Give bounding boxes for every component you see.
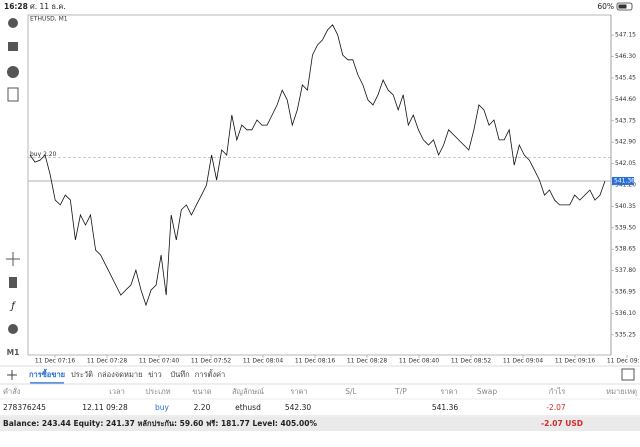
battery-fill bbox=[618, 4, 627, 9]
battery-icon bbox=[616, 2, 633, 11]
y-tick-label: 543.75 bbox=[615, 117, 636, 124]
x-tick-label: 11 Dec 07:40 bbox=[139, 358, 180, 365]
objects-icon[interactable] bbox=[8, 324, 18, 334]
cell-profit: -2.07 bbox=[546, 403, 566, 412]
y-tick-label: 537.80 bbox=[615, 267, 636, 274]
status-time: 16:28 bbox=[4, 2, 28, 11]
battery-level: 60% bbox=[597, 2, 614, 11]
x-tick-label: 11 Dec 08:52 bbox=[451, 358, 492, 365]
indicator-icon[interactable]: ƒ bbox=[9, 301, 16, 312]
x-tick-label: 11 Dec 08:28 bbox=[347, 358, 388, 365]
x-tick-label: 11 Dec 08:40 bbox=[399, 358, 440, 365]
trade-line-label: buy 2.20 bbox=[30, 151, 57, 158]
column-header: กำไร bbox=[549, 387, 566, 396]
chat-icon[interactable] bbox=[7, 66, 19, 78]
cell-symbol: ethusd bbox=[235, 403, 261, 412]
trade-icon[interactable] bbox=[8, 42, 18, 51]
add-button[interactable] bbox=[7, 370, 17, 380]
y-tick-label: 544.60 bbox=[615, 96, 636, 103]
layout-icon[interactable] bbox=[621, 368, 635, 381]
crosshair-icon[interactable] bbox=[6, 252, 20, 266]
y-tick-label: 540.35 bbox=[615, 203, 636, 210]
account-summary: Balance: 243.44 Equity: 241.37 หลักประกั… bbox=[3, 419, 317, 428]
column-header: Swap bbox=[477, 387, 497, 396]
column-header: คำสั่ง bbox=[3, 386, 21, 396]
y-tick-label: 541.20 bbox=[615, 182, 636, 189]
chart-type-icon[interactable] bbox=[9, 277, 17, 288]
column-header: เวลา bbox=[109, 387, 125, 396]
cell-time: 12.11 09:28 bbox=[82, 403, 128, 412]
column-header: S/L bbox=[345, 387, 357, 396]
chart-title: ETHUSD, M1 bbox=[30, 16, 68, 23]
column-header: ราคา bbox=[290, 387, 307, 396]
y-tick-label: 538.65 bbox=[615, 246, 636, 253]
x-tick-label: 11 Dec 07:16 bbox=[35, 358, 76, 365]
account-icon[interactable] bbox=[8, 18, 18, 28]
price-line bbox=[29, 24, 606, 307]
column-header: ราคา bbox=[440, 387, 457, 396]
x-tick-label: 11 Dec 09:28 bbox=[607, 358, 640, 365]
x-tick-label: 11 Dec 09:04 bbox=[503, 358, 544, 365]
column-header: ประเภท bbox=[145, 387, 170, 396]
footer-bar bbox=[0, 417, 640, 431]
column-header: ขนาด bbox=[192, 387, 211, 396]
cell-type: buy bbox=[155, 403, 170, 412]
y-tick-label: 542.05 bbox=[615, 160, 636, 167]
x-tick-label: 11 Dec 07:52 bbox=[191, 358, 232, 365]
y-tick-label: 539.50 bbox=[615, 224, 636, 231]
tab[interactable]: การซื้อขาย bbox=[29, 368, 65, 379]
y-tick-label: 545.45 bbox=[615, 74, 636, 81]
y-tick-label: 536.95 bbox=[615, 289, 636, 296]
column-header: T/P bbox=[394, 387, 407, 396]
y-tick-label: 546.30 bbox=[615, 53, 636, 60]
y-tick-label: 542.90 bbox=[615, 139, 636, 146]
y-tick-label: 535.25 bbox=[615, 331, 636, 338]
left-toolbar: ƒ M1 bbox=[6, 18, 20, 357]
x-tick-label: 11 Dec 08:04 bbox=[243, 358, 284, 365]
tab[interactable]: ข่าว bbox=[148, 370, 162, 379]
y-tick-label: 547.15 bbox=[615, 32, 636, 39]
x-tick-label: 11 Dec 07:28 bbox=[87, 358, 128, 365]
cell-price-open: 542.30 bbox=[285, 403, 311, 412]
bid-label-bg bbox=[612, 176, 634, 185]
x-tick-label: 11 Dec 08:16 bbox=[295, 358, 336, 365]
new-order-icon[interactable] bbox=[7, 87, 19, 102]
tab[interactable]: บันทึก bbox=[170, 370, 189, 379]
cell-order: 278376245 bbox=[3, 403, 46, 412]
timeframe[interactable]: M1 bbox=[7, 348, 20, 357]
status-date: ศ. 11 ธ.ค. bbox=[30, 2, 66, 11]
bid-label: 541.36 bbox=[614, 177, 635, 184]
tab[interactable]: ประวัติ bbox=[71, 370, 93, 379]
x-tick-label: 11 Dec 09:16 bbox=[555, 358, 596, 365]
total-profit: -2.07 USD bbox=[541, 419, 583, 428]
column-header: สัญลักษณ์ bbox=[232, 387, 264, 396]
cell-volume: 2.20 bbox=[194, 403, 211, 412]
tab[interactable]: กล่องจดหมาย bbox=[97, 370, 142, 379]
chart-area bbox=[27, 14, 612, 356]
y-tick-label: 536.10 bbox=[615, 310, 636, 317]
column-header: หมายเหตุ bbox=[606, 387, 637, 396]
tab[interactable]: การตั้งค่า bbox=[195, 369, 226, 379]
cell-price-current: 541.36 bbox=[432, 403, 458, 412]
